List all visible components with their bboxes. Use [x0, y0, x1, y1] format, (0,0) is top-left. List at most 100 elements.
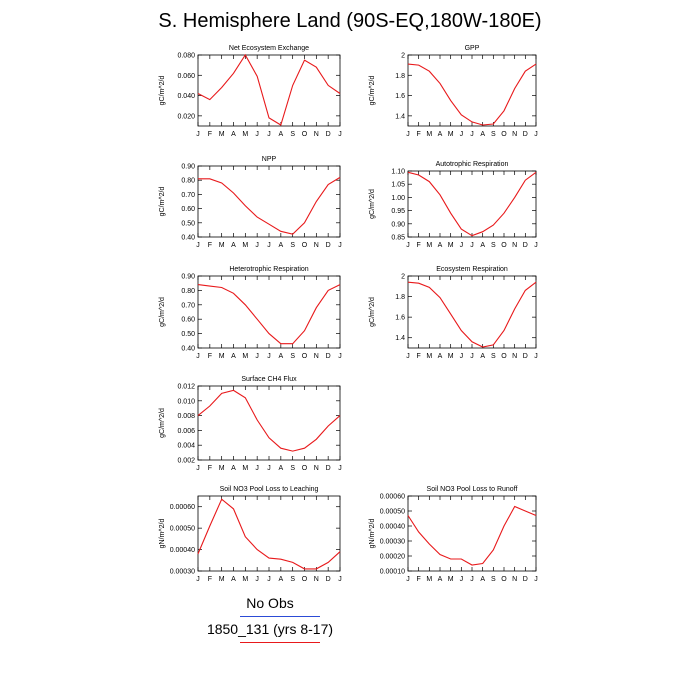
x-tick-label: O — [501, 576, 507, 583]
x-tick-label: O — [302, 465, 308, 472]
y-tick-label: 1.8 — [395, 294, 405, 301]
x-tick-label: F — [417, 576, 421, 583]
x-tick-label: D — [326, 465, 331, 472]
x-tick-label: M — [242, 353, 248, 360]
chart-title: Soil NO3 Pool Loss to Runoff — [427, 486, 518, 493]
x-tick-label: M — [426, 131, 432, 138]
y-tick-label: 0.006 — [177, 428, 195, 435]
x-tick-label: D — [326, 242, 331, 249]
x-tick-label: F — [208, 576, 212, 583]
x-tick-label: N — [512, 353, 517, 360]
x-tick-label: M — [219, 465, 225, 472]
x-tick-label: M — [448, 131, 454, 138]
x-tick-label: M — [448, 242, 454, 249]
x-tick-label: D — [326, 131, 331, 138]
chart-title: Heterotrophic Respiration — [229, 266, 308, 273]
x-tick-label: M — [219, 131, 225, 138]
y-axis-label: gC/m^2/d — [369, 189, 376, 219]
y-axis-label: gC/m^2/d — [159, 76, 166, 106]
y-tick-label: 2 — [401, 274, 405, 281]
x-tick-label: O — [501, 353, 507, 360]
x-tick-label: J — [460, 353, 464, 360]
legend-label-obs: No Obs — [246, 595, 294, 611]
x-tick-label: S — [491, 242, 496, 249]
x-tick-label: A — [480, 576, 485, 583]
y-tick-label: 0.004 — [177, 443, 195, 450]
series-line — [197, 498, 341, 570]
series-line — [407, 281, 537, 348]
x-tick-label: J — [338, 242, 342, 249]
x-tick-label: O — [302, 131, 308, 138]
x-tick-label: S — [491, 131, 496, 138]
series-line — [407, 171, 537, 237]
x-tick-label: N — [512, 242, 517, 249]
y-tick-label: 0.85 — [391, 235, 405, 242]
x-tick-label: A — [438, 131, 443, 138]
x-tick-label: J — [406, 353, 410, 360]
x-tick-label: D — [326, 353, 331, 360]
x-tick-label: A — [480, 242, 485, 249]
x-tick-label: M — [242, 131, 248, 138]
x-tick-label: J — [267, 576, 271, 583]
series-line — [407, 63, 537, 126]
x-tick-label: F — [417, 353, 421, 360]
x-tick-label: J — [255, 131, 259, 138]
x-tick-label: S — [290, 465, 295, 472]
x-tick-label: J — [267, 353, 271, 360]
y-tick-label: 0.080 — [177, 53, 195, 60]
y-tick-label: 0.40 — [181, 346, 195, 353]
x-tick-label: O — [302, 576, 308, 583]
y-tick-label: 0.80 — [181, 178, 195, 185]
x-tick-label: N — [314, 131, 319, 138]
chart-panel-9: Soil NO3 Pool Loss to Runoff 0.00010 0.000… — [369, 486, 538, 583]
x-tick-label: J — [460, 131, 464, 138]
x-tick-label: A — [480, 353, 485, 360]
x-tick-label: A — [231, 353, 236, 360]
x-tick-label: J — [470, 242, 474, 249]
x-tick-label: M — [448, 576, 454, 583]
x-tick-label: D — [523, 242, 528, 249]
x-tick-label: O — [501, 131, 507, 138]
x-tick-label: A — [231, 576, 236, 583]
chart-title: GPP — [465, 45, 480, 52]
y-axis-label: gC/m^2/d — [369, 76, 376, 106]
x-tick-label: M — [242, 242, 248, 249]
y-tick-label: 0.40 — [181, 235, 195, 242]
y-tick-label: 0.00030 — [380, 539, 405, 546]
y-tick-label: 1.6 — [395, 93, 405, 100]
x-tick-label: J — [338, 353, 342, 360]
x-tick-label: S — [290, 242, 295, 249]
y-tick-label: 0.50 — [181, 331, 195, 338]
x-tick-label: J — [255, 576, 259, 583]
x-tick-label: J — [406, 242, 410, 249]
x-tick-label: J — [534, 353, 538, 360]
x-tick-label: F — [208, 353, 212, 360]
x-tick-label: A — [278, 242, 283, 249]
x-tick-label: N — [512, 131, 517, 138]
y-tick-label: 0.00040 — [170, 547, 195, 554]
x-tick-label: A — [278, 353, 283, 360]
y-tick-label: 1.05 — [391, 182, 405, 189]
x-tick-label: J — [406, 576, 410, 583]
legend-line-obs — [240, 616, 320, 617]
plot-frame — [197, 165, 341, 238]
plot-frame — [407, 54, 537, 127]
x-tick-label: F — [208, 242, 212, 249]
series-line — [198, 176, 341, 235]
y-tick-label: 0.70 — [181, 302, 195, 309]
x-tick-label: F — [417, 131, 421, 138]
x-tick-label: J — [196, 576, 200, 583]
x-tick-label: M — [242, 465, 248, 472]
y-tick-label: 0.00050 — [380, 509, 405, 516]
x-tick-label: J — [338, 465, 342, 472]
x-tick-label: S — [290, 576, 295, 583]
y-axis-label: gN/m^2/d — [369, 519, 376, 549]
x-tick-label: M — [426, 353, 432, 360]
y-tick-label: 1.4 — [395, 113, 405, 120]
x-tick-label: M — [219, 576, 225, 583]
y-tick-label: 0.00030 — [170, 569, 195, 576]
x-tick-label: M — [426, 576, 432, 583]
plot-frame — [197, 495, 341, 572]
x-tick-label: D — [523, 131, 528, 138]
